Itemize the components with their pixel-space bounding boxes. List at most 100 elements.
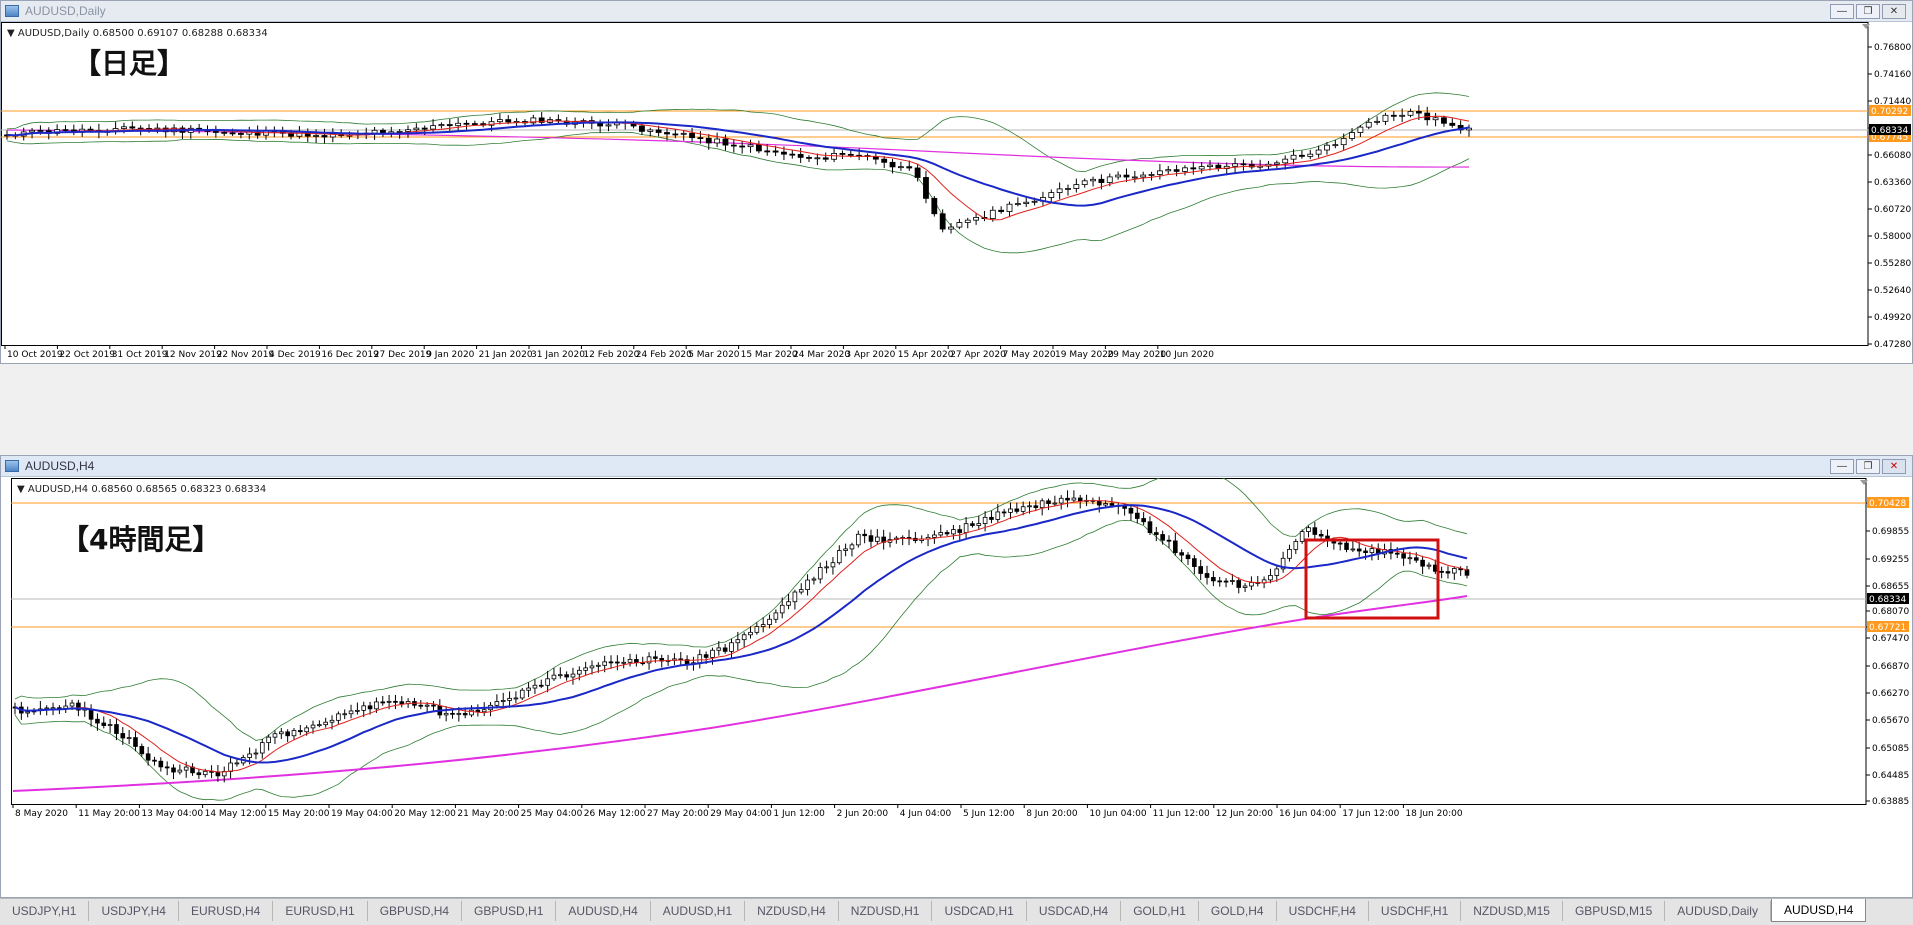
candle-body bbox=[355, 709, 360, 712]
date-tick-label: 17 Jun 12:00 bbox=[1342, 809, 1399, 819]
candle-body bbox=[964, 219, 971, 223]
candle-body bbox=[285, 731, 290, 737]
chart-tab[interactable]: AUDUSD,H4 bbox=[1770, 899, 1867, 922]
candle-body bbox=[714, 138, 721, 144]
candle-body bbox=[847, 153, 854, 156]
candle-body bbox=[1198, 566, 1203, 574]
chart-tab[interactable]: GBPUSD,M15 bbox=[1563, 901, 1666, 921]
chart-tab[interactable]: EURUSD,H1 bbox=[273, 901, 368, 921]
close-button[interactable]: ✕ bbox=[1882, 3, 1906, 19]
candle-body bbox=[25, 711, 30, 714]
h4-chart-window-frame[interactable]: AUDUSD,H4 — ❐ ✕ 0.70428 0.69855 0.69255 0.6… bbox=[0, 455, 1913, 898]
chart-window-icon bbox=[5, 5, 19, 17]
h4-window-titlebar[interactable]: AUDUSD,H4 — ❐ ✕ bbox=[1, 456, 1912, 477]
candle-body bbox=[722, 647, 728, 652]
chart-tab[interactable]: AUDUSD,Daily bbox=[1665, 901, 1771, 921]
chart-tab[interactable]: NZDUSD,H4 bbox=[745, 901, 839, 921]
candle-body bbox=[475, 709, 481, 713]
minimize-button[interactable]: — bbox=[1830, 458, 1854, 474]
candle-body bbox=[577, 669, 582, 675]
date-tick-label: 27 May 20:00 bbox=[647, 809, 709, 819]
fast-moving-average bbox=[6, 115, 1470, 221]
chart-tab[interactable]: NZDUSD,H1 bbox=[839, 901, 933, 921]
h4-window-title: AUDUSD,H4 bbox=[25, 459, 95, 473]
daily-window-titlebar[interactable]: AUDUSD,Daily — ❐ ✕ bbox=[1, 1, 1912, 22]
candle-body bbox=[814, 157, 821, 160]
candle-body bbox=[824, 566, 829, 569]
chart-tab[interactable]: USDJPY,H4 bbox=[89, 901, 179, 921]
date-tick-label: 15 May 20:00 bbox=[268, 809, 330, 819]
candle-body bbox=[1306, 527, 1311, 532]
candle-body bbox=[1280, 557, 1286, 570]
price-tick-label: 0.74160 bbox=[1874, 70, 1911, 80]
chart-tab[interactable]: GOLD,H1 bbox=[1121, 901, 1199, 921]
chart-shift-marker bbox=[1862, 24, 1870, 29]
candle-body bbox=[982, 516, 988, 524]
close-button[interactable]: ✕ bbox=[1882, 458, 1906, 474]
candle-body bbox=[976, 523, 982, 526]
price-tick-label: 0.63360 bbox=[1874, 178, 1911, 188]
restore-button[interactable]: ❐ bbox=[1856, 3, 1880, 19]
candle-body bbox=[361, 705, 367, 711]
date-tick-label: 12 Nov 2019 bbox=[164, 350, 222, 360]
plot-border bbox=[1, 22, 1869, 346]
current-price-tag bbox=[1867, 593, 1909, 604]
candle-body bbox=[748, 631, 753, 636]
candle-body bbox=[741, 634, 747, 641]
candle-body bbox=[881, 158, 888, 163]
candle-body bbox=[1141, 518, 1146, 523]
chart-tab[interactable]: USDCHF,H1 bbox=[1369, 901, 1462, 921]
candle-body bbox=[253, 752, 259, 755]
chart-tab[interactable]: GBPUSD,H4 bbox=[368, 901, 463, 921]
bollinger-lower-band bbox=[14, 519, 1468, 801]
date-tick-label: 15 Mar 2020 bbox=[741, 350, 798, 360]
daily-price-chart[interactable]: 0.768000.741600.714400.687200.660800.633… bbox=[1, 22, 1912, 363]
chart-tab[interactable]: AUDUSD,H1 bbox=[651, 901, 746, 921]
candle-body bbox=[323, 721, 328, 726]
date-tick-label: 31 Jan 2020 bbox=[531, 350, 585, 360]
date-tick-label: 5 Mar 2020 bbox=[688, 350, 740, 360]
h4-price-chart[interactable]: 0.70428 0.69855 0.69255 0.68655 0.68070 0.677… bbox=[11, 478, 1910, 896]
price-tick-label: 0.65085 bbox=[1872, 744, 1909, 754]
candle-body bbox=[729, 642, 734, 652]
date-tick-label: 22 Nov 2019 bbox=[217, 350, 275, 360]
candle-body bbox=[1182, 167, 1188, 172]
candle-body bbox=[1273, 162, 1280, 165]
candle-body bbox=[1148, 174, 1155, 176]
candle-body bbox=[481, 709, 487, 713]
chart-tab[interactable]: USDCHF,H4 bbox=[1277, 901, 1369, 921]
chart-tab[interactable]: USDCAD,H1 bbox=[932, 901, 1027, 921]
candle-body bbox=[754, 626, 760, 633]
candle-body bbox=[1134, 512, 1140, 519]
candle-body bbox=[1282, 158, 1289, 164]
candle-body bbox=[1449, 122, 1456, 126]
chart-tab[interactable]: AUDUSD,H4 bbox=[556, 901, 651, 921]
chart-tab[interactable]: USDCAD,H4 bbox=[1027, 901, 1122, 921]
chart-tab[interactable]: GOLD,H4 bbox=[1199, 901, 1277, 921]
daily-label: 【日足】 bbox=[73, 47, 186, 80]
daily-chart-window[interactable]: AUDUSD,Daily — ❐ ✕ 0.76800 0.74160 0.71440… bbox=[0, 0, 1913, 364]
candle-body bbox=[689, 132, 695, 139]
candle-body bbox=[1318, 534, 1324, 537]
candle-body bbox=[1232, 163, 1238, 167]
candle-body bbox=[1312, 527, 1318, 535]
restore-button[interactable]: ❐ bbox=[1856, 458, 1880, 474]
date-tick-label: 16 Jun 04:00 bbox=[1279, 809, 1336, 819]
chart-tab[interactable]: NZDUSD,M15 bbox=[1461, 901, 1563, 921]
date-tick-label: 4 Jun 04:00 bbox=[900, 809, 952, 819]
candle-body bbox=[1056, 188, 1063, 193]
candle-body bbox=[898, 166, 904, 169]
candle-body bbox=[944, 532, 950, 535]
chart-tab[interactable]: GBPUSD,H1 bbox=[462, 901, 557, 921]
plot-border bbox=[11, 478, 1867, 805]
chart-tab[interactable]: USDJPY,H1 bbox=[0, 901, 90, 921]
minimize-button[interactable]: — bbox=[1830, 3, 1854, 19]
candle-body bbox=[1315, 149, 1322, 155]
level-price-tag bbox=[1869, 105, 1911, 116]
candle-body bbox=[380, 701, 386, 704]
candle-body bbox=[1071, 497, 1077, 501]
chart-tab[interactable]: EURUSD,H4 bbox=[179, 901, 274, 921]
candle-body bbox=[596, 664, 601, 667]
candle-body bbox=[939, 213, 946, 230]
highlight-box bbox=[1304, 538, 1440, 620]
